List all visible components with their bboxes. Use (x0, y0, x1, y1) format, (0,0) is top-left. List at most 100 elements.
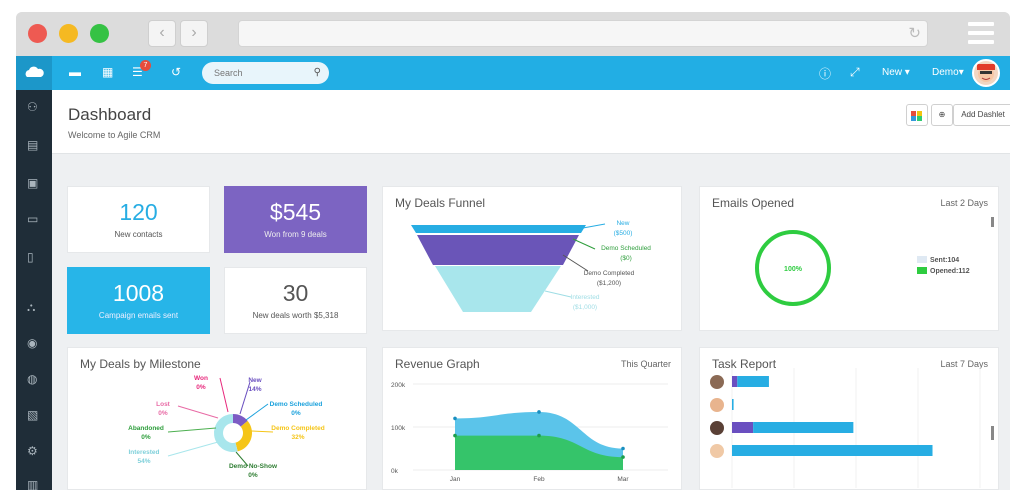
y-tick-label: 0k (391, 468, 399, 475)
funnel-stage-new (411, 225, 586, 233)
y-tick-label: 200k (391, 382, 406, 389)
revenue-graph-card: Revenue Graph This Quarter 200k 100k 0k Jan… (382, 347, 682, 490)
task-bar-segment (753, 422, 854, 433)
fullscreen-icon[interactable]: ⤢ (850, 65, 860, 79)
stat-new-contacts[interactable]: 120 New contacts (67, 186, 210, 253)
new-menu[interactable]: New ▾ (882, 67, 910, 78)
sidebar-contacts-icon[interactable]: ⚇ (27, 100, 38, 114)
forward-icon[interactable]: › (180, 20, 208, 47)
stat-label: New contacts (114, 230, 163, 239)
search-icon[interactable]: ⚲ (313, 67, 321, 78)
calendar-icon[interactable]: ▦ (102, 65, 114, 79)
milestone-pct: 14% (248, 386, 261, 393)
emails-opened-card: Emails Opened Last 2 Days 100% Sent:104 … (699, 186, 999, 331)
emails-opened-ring (755, 230, 831, 306)
sidebar-chat-icon[interactable]: ◉ (27, 336, 38, 350)
milestone-slice-interested (214, 414, 238, 452)
milestone-pct: 0% (291, 410, 301, 417)
sidebar-web-icon[interactable]: ◍ (27, 372, 38, 386)
stat-won-deals[interactable]: $545 Won from 9 deals (224, 186, 367, 253)
tasks-list-icon[interactable]: ☰ (132, 65, 143, 79)
cloud-logo-icon[interactable] (16, 56, 52, 90)
emails-percent: 100% (784, 266, 803, 273)
card-title: Task Report (712, 357, 777, 371)
x-tick-label: Mar (617, 476, 629, 483)
emails-donut-chart: 100% Sent:104 Opened:112 (755, 230, 970, 306)
history-icon[interactable]: ↺ (171, 65, 182, 79)
demo-menu[interactable]: Demo▾ (932, 67, 964, 78)
funnel-label: Demo Completed (584, 270, 635, 277)
theme-icon[interactable] (906, 104, 928, 126)
avatar[interactable] (972, 59, 1000, 87)
task-user-avatar (710, 398, 724, 412)
task-bar-segment (732, 399, 734, 410)
close-window-icon[interactable] (28, 24, 47, 43)
milestone-label: Won (194, 375, 208, 382)
y-tick-label: 100k (391, 425, 406, 432)
search-input[interactable]: Search ⚲ (202, 62, 329, 84)
stat-value: 120 (119, 199, 158, 225)
page-title: Dashboard (68, 105, 152, 124)
task-bar-chart (710, 368, 981, 488)
sidebar-workflow-icon[interactable]: ⛬ (27, 300, 36, 314)
address-bar[interactable]: ↻ (238, 20, 928, 47)
sidebar-cases-icon[interactable]: ▭ (27, 212, 39, 226)
revenue-point (621, 455, 625, 459)
milestone-label: New (248, 377, 262, 384)
scrollbar[interactable] (991, 426, 994, 440)
task-bar-segment (732, 376, 738, 387)
search-placeholder: Search (214, 68, 243, 78)
card-title: Emails Opened (712, 196, 795, 210)
milestone-label: Abandoned (128, 425, 164, 432)
revenue-area-chart: 200k 100k 0k Jan Feb Mar (391, 382, 668, 483)
funnel-stage-interested (435, 266, 561, 312)
funnel-label: Demo Scheduled (601, 245, 651, 252)
card-title: Revenue Graph (395, 357, 480, 371)
funnel-value: ($1,200) (597, 280, 621, 287)
new-label: New (882, 67, 903, 78)
sidebar-reports-icon[interactable]: ▧ (27, 408, 39, 422)
funnel-label: New (616, 220, 629, 227)
sidebar-analytics-icon[interactable]: ▥ (27, 478, 39, 490)
add-circle-icon[interactable]: ⊕ (931, 104, 953, 126)
milestone-pct: 0% (248, 472, 258, 479)
sidebar-documents-icon[interactable]: ▯ (27, 250, 34, 264)
revenue-point (453, 416, 457, 421)
browser-chrome: ‹ › ↻ (16, 12, 1010, 56)
milestone-slice-demo-completed (235, 420, 252, 452)
milestone-label: Demo No-Show (229, 463, 278, 470)
sidebar-settings-icon[interactable]: ⚙ (27, 444, 38, 458)
funnel-stage-demo-completed (417, 235, 579, 265)
maximize-window-icon[interactable] (90, 24, 109, 43)
milestone-pct: 54% (137, 458, 150, 465)
stat-new-deals[interactable]: 30 New deals worth $5,318 (224, 267, 367, 334)
help-icon[interactable]: ⓘ (819, 67, 832, 81)
page-subtitle: Welcome to Agile CRM (68, 130, 161, 140)
funnel-label: Interested (571, 294, 600, 301)
revenue-area-series-1 (455, 435, 623, 470)
scrollbar[interactable] (991, 217, 994, 227)
sidebar-companies-icon[interactable]: ▤ (27, 138, 39, 152)
stat-label: Won from 9 deals (264, 230, 327, 239)
milestone-pct: 32% (291, 434, 304, 441)
add-dashlet-button[interactable]: Add Dashlet (953, 104, 1010, 126)
card-period: Last 2 Days (940, 198, 988, 208)
milestone-donut-chart: Won 0% New 14% Lost 0% Demo Scheduled 0%… (128, 375, 325, 479)
reload-icon[interactable]: ↻ (908, 25, 921, 42)
back-icon[interactable]: ‹ (148, 20, 176, 47)
deals-funnel-card: My Deals Funnel New ($500) Demo Schedule… (382, 186, 682, 331)
milestone-pct: 0% (141, 434, 151, 441)
x-tick-label: Feb (533, 476, 545, 483)
task-bar-segment (737, 376, 769, 387)
hamburger-menu-icon[interactable] (968, 22, 994, 46)
funnel-value: ($0) (620, 255, 632, 262)
contact-card-icon[interactable]: ▬ (69, 65, 81, 79)
sidebar: ⚇ ▤ ▣ ▭ ▯ ⛬ ◉ ◍ ▧ ⚙ ▥ (16, 90, 52, 490)
card-period: This Quarter (620, 359, 671, 369)
sidebar-deals-icon[interactable]: ▣ (27, 176, 39, 190)
minimize-window-icon[interactable] (59, 24, 78, 43)
stat-campaign-emails[interactable]: 1008 Campaign emails sent (67, 267, 210, 334)
milestone-pct: 0% (196, 384, 206, 391)
notification-badge: 7 (140, 60, 151, 71)
task-report-card: Task Report Last 7 Days (699, 347, 999, 490)
